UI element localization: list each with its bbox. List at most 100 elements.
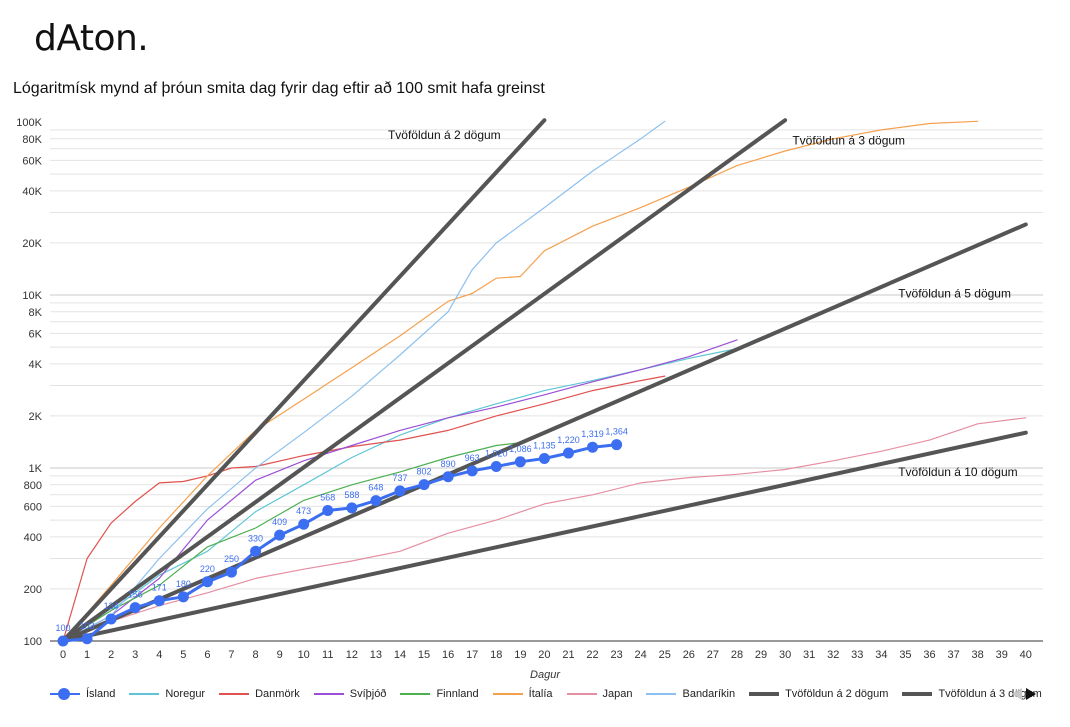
legend-label: Ítalía <box>528 688 553 700</box>
data-point <box>562 447 574 459</box>
data-point <box>418 479 430 491</box>
legend-swatch <box>749 688 780 700</box>
data-point <box>153 595 165 607</box>
series-line-danmörk <box>62 375 666 642</box>
x-axis-label: Dagur <box>530 669 561 681</box>
legend-item[interactable]: Noregur <box>129 688 205 700</box>
legend-item[interactable]: Danmörk <box>219 688 300 700</box>
data-point <box>490 461 502 473</box>
data-point <box>177 591 189 603</box>
y-tick-label: 2K <box>29 411 43 423</box>
y-tick-label: 200 <box>24 584 42 596</box>
data-point <box>105 613 117 625</box>
x-tick-label: 15 <box>418 649 430 661</box>
data-label: 1,364 <box>605 427 628 437</box>
legend-swatch <box>313 688 344 700</box>
legend-prev-arrow-icon[interactable] <box>1012 688 1022 700</box>
legend-label: Danmörk <box>255 688 300 700</box>
x-tick-label: 20 <box>538 649 550 661</box>
legend-line <box>492 693 523 695</box>
legend-item[interactable]: Bandaríkin <box>646 688 735 700</box>
x-tick-label: 19 <box>514 649 526 661</box>
chart-legend: Ísland Noregur Danmörk Svíþjóð Finnland Ítalí… <box>50 686 1056 702</box>
x-tick-label: 25 <box>659 649 671 661</box>
x-tick-label: 2 <box>108 649 114 661</box>
data-label: 1,086 <box>509 444 532 454</box>
data-label: 737 <box>392 473 407 483</box>
data-point <box>129 602 141 614</box>
x-tick-label: 14 <box>394 649 406 661</box>
y-tick-label: 600 <box>24 501 42 513</box>
x-tick-label: 23 <box>610 649 622 661</box>
legend-item[interactable]: Tvöföldun á 2 dögum <box>749 688 888 700</box>
legend-line <box>313 693 344 695</box>
legend-item[interactable]: Japan <box>566 688 632 700</box>
x-tick-label: 32 <box>827 649 839 661</box>
x-tick-label: 17 <box>466 649 478 661</box>
data-label: 409 <box>272 517 287 527</box>
x-tick-label: 6 <box>204 649 210 661</box>
legend-line <box>400 693 431 695</box>
data-point <box>466 465 478 477</box>
series-line-bandaríkin <box>62 120 666 642</box>
data-label: 156 <box>128 590 143 600</box>
y-tick-label: 8K <box>29 307 43 319</box>
series-line-finnland <box>62 442 521 642</box>
y-tick-label: 4K <box>29 359 43 371</box>
chart-title: Lógaritmísk mynd af þróun smita dag fyri… <box>13 80 545 97</box>
data-label: 103 <box>80 621 95 631</box>
legend-item[interactable]: Finnland <box>400 688 479 700</box>
data-label: 568 <box>320 492 335 502</box>
y-tick-label: 100 <box>24 636 42 648</box>
legend-label: Ísland <box>86 688 116 700</box>
x-tick-label: 4 <box>156 649 162 661</box>
x-tick-label: 29 <box>755 649 767 661</box>
data-label: 588 <box>344 490 359 500</box>
data-point <box>538 452 550 464</box>
series-line-tvöföldun-á-5-dögum <box>61 222 1028 643</box>
x-tick-label: 38 <box>972 649 984 661</box>
reference-line-label: Tvöföldun á 10 dögum <box>898 465 1017 479</box>
data-label: 1,319 <box>581 429 604 439</box>
data-label: 802 <box>417 467 432 477</box>
data-point <box>370 495 382 507</box>
data-label: 220 <box>200 564 215 574</box>
y-tick-label: 400 <box>24 532 42 544</box>
data-point <box>587 441 599 453</box>
x-tick-label: 5 <box>180 649 186 661</box>
legend-line <box>749 692 780 696</box>
data-point <box>514 456 526 468</box>
data-point <box>394 485 406 497</box>
data-label: 134 <box>104 601 119 611</box>
legend-swatch <box>566 688 597 700</box>
y-tick-label: 80K <box>22 134 42 146</box>
data-label: 330 <box>248 533 263 543</box>
legend-item[interactable]: Ísland <box>50 688 115 700</box>
y-tick-label: 800 <box>24 480 42 492</box>
x-tick-label: 8 <box>252 649 258 661</box>
x-tick-label: 0 <box>60 649 66 661</box>
data-label: 250 <box>224 554 239 564</box>
data-point <box>274 529 286 541</box>
series-lines: 100 103 134 156 171 180 220 250 330 409 473 568 588 6… <box>55 118 1028 647</box>
legend-swatch <box>492 688 523 700</box>
legend-swatch <box>902 688 933 700</box>
x-tick-label: 9 <box>277 649 283 661</box>
data-label: 1,135 <box>533 440 556 450</box>
x-tick-label: 31 <box>803 649 815 661</box>
x-tick-label: 33 <box>851 649 863 661</box>
x-tick-label: 40 <box>1020 649 1032 661</box>
legend-item[interactable]: Svíþjóð <box>313 688 386 700</box>
legend-line <box>219 693 250 695</box>
x-tick-label: 3 <box>132 649 138 661</box>
x-tick-label: 39 <box>996 649 1008 661</box>
y-tick-label: 100K <box>16 117 42 129</box>
x-tick-label: 34 <box>875 649 887 661</box>
brand-logo: dAton. <box>34 18 149 59</box>
legend-label: Noregur <box>165 688 206 700</box>
legend-line <box>646 693 677 695</box>
x-tick-label: 18 <box>490 649 502 661</box>
legend-item[interactable]: Ítalía <box>492 688 553 700</box>
legend-next-arrow-icon[interactable] <box>1026 688 1036 700</box>
